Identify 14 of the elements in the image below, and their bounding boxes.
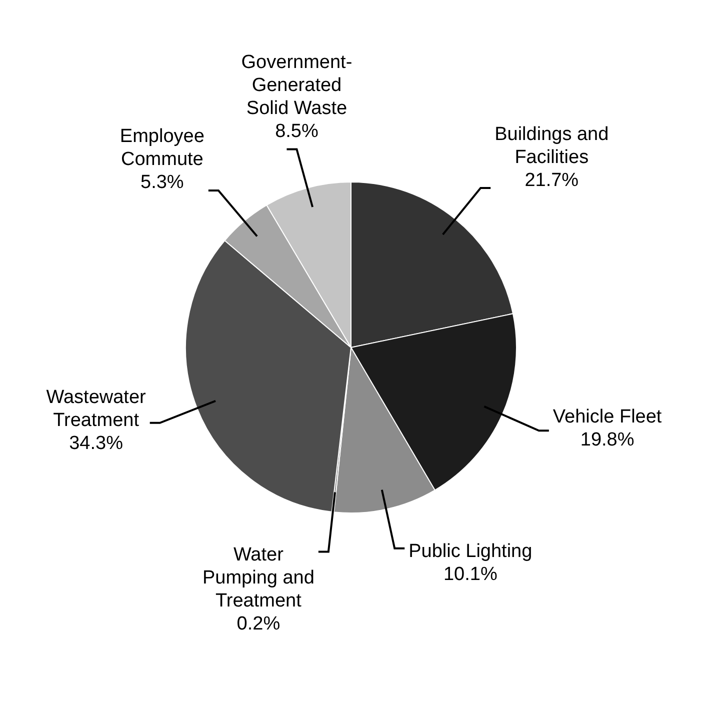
data-label: 0.2% bbox=[236, 613, 280, 634]
data-label: 5.3% bbox=[140, 172, 184, 194]
data-label: 34.3% bbox=[69, 433, 124, 454]
slice-label: Water Pumping and Treatment bbox=[202, 544, 314, 612]
data-label: 19.8% bbox=[580, 429, 634, 450]
data-label: 10.1% bbox=[443, 564, 498, 586]
data-label: 8.5% bbox=[275, 121, 318, 142]
slice-label: Employee Commute bbox=[120, 126, 204, 170]
data-label: 21.7% bbox=[524, 170, 579, 191]
slice-label: Public Lighting bbox=[408, 541, 532, 562]
slice-label: Wastewater Treatment bbox=[46, 387, 147, 432]
slice-label: Government-Generated Solid Waste bbox=[241, 52, 352, 120]
slice-label: Vehicle Fleet bbox=[552, 406, 662, 428]
slice-label: Buildings and Facilities bbox=[494, 124, 609, 168]
